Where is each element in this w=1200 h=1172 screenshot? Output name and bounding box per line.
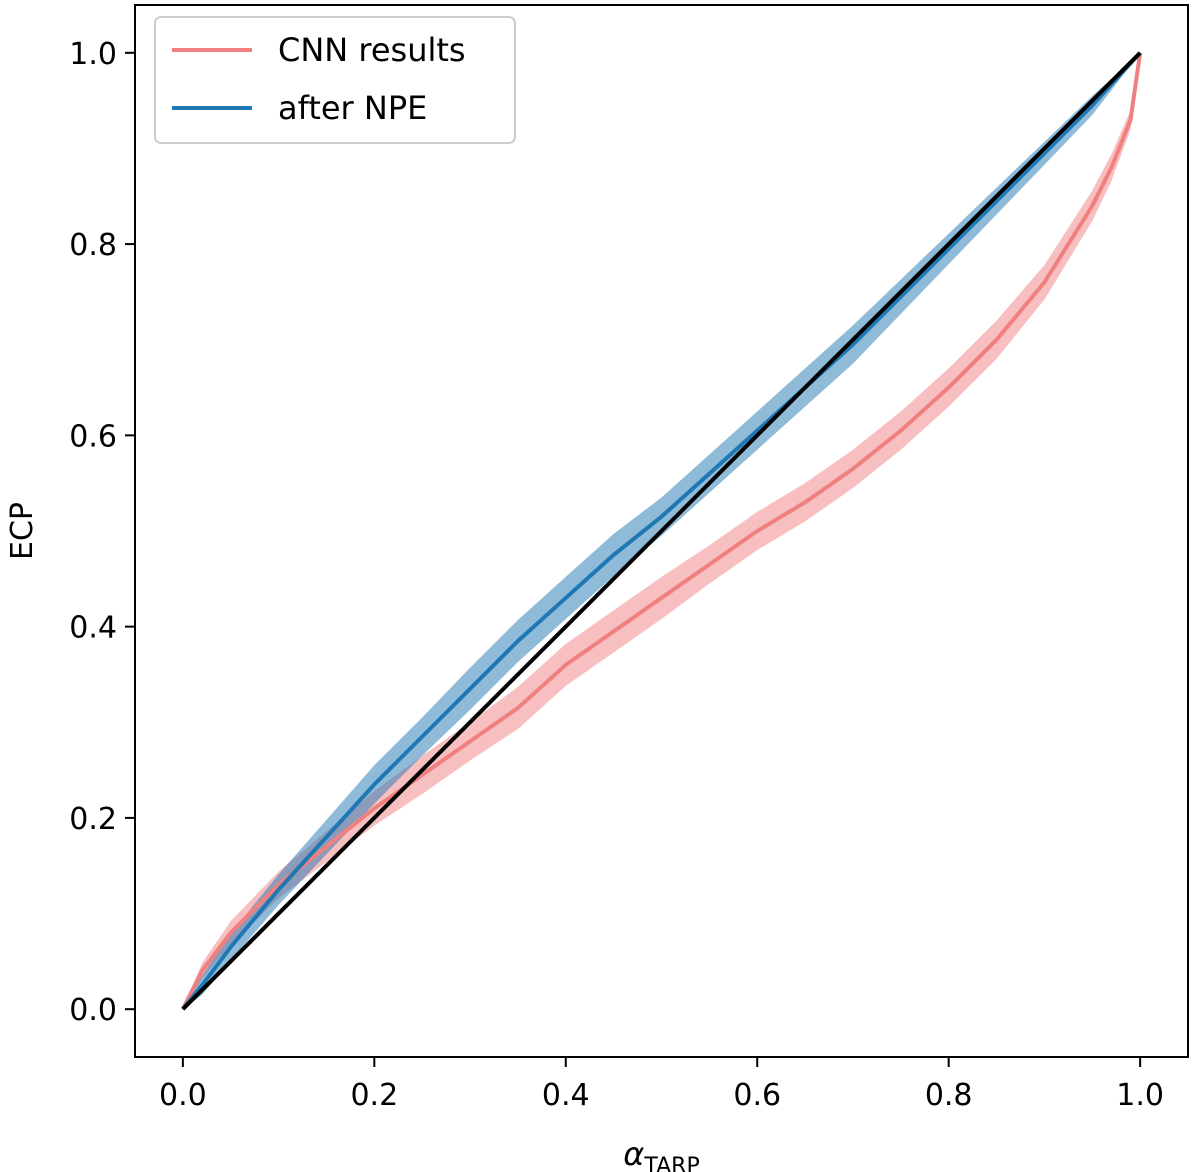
plot-area — [181, 51, 1143, 1011]
plot-content — [181, 51, 1143, 1011]
x-tick-label: 0.6 — [733, 1078, 781, 1113]
x-tick-label: 0.2 — [350, 1078, 398, 1113]
x-axis: 0.0 0.2 0.4 0.6 0.8 1.0 — [159, 1057, 1164, 1113]
axes-frame — [134, 4, 1189, 1058]
y-tick-label: 0.0 — [69, 993, 117, 1028]
y-axis: 0.0 0.2 0.4 0.6 0.8 1.0 — [69, 37, 135, 1028]
npe-series-line — [181, 51, 1142, 1011]
y-tick-label: 0.4 — [69, 611, 117, 646]
x-tick-label: 1.0 — [1116, 1078, 1164, 1113]
legend-label-npe: after NPE — [278, 89, 427, 127]
y-tick-label: 0.2 — [69, 802, 117, 837]
cnn-series-line — [181, 52, 1143, 1011]
y-tick-label: 0.8 — [69, 228, 117, 263]
y-axis-label: ECP — [5, 502, 40, 560]
x-axis-label-symbol: α — [623, 1135, 644, 1172]
y-tick-label: 1.0 — [69, 37, 117, 72]
legend-label-cnn: CNN results — [278, 31, 466, 69]
x-axis-label: αTARP — [623, 1135, 699, 1172]
x-tick-label: 0.4 — [542, 1078, 590, 1113]
x-tick-label: 0.0 — [159, 1078, 207, 1113]
y-tick-label: 0.6 — [69, 419, 117, 454]
x-axis-label-subscript: TARP — [643, 1154, 699, 1172]
reference-diagonal-line — [181, 51, 1142, 1011]
legend: CNN results after NPE — [154, 16, 516, 144]
x-tick-label: 0.8 — [925, 1078, 973, 1113]
